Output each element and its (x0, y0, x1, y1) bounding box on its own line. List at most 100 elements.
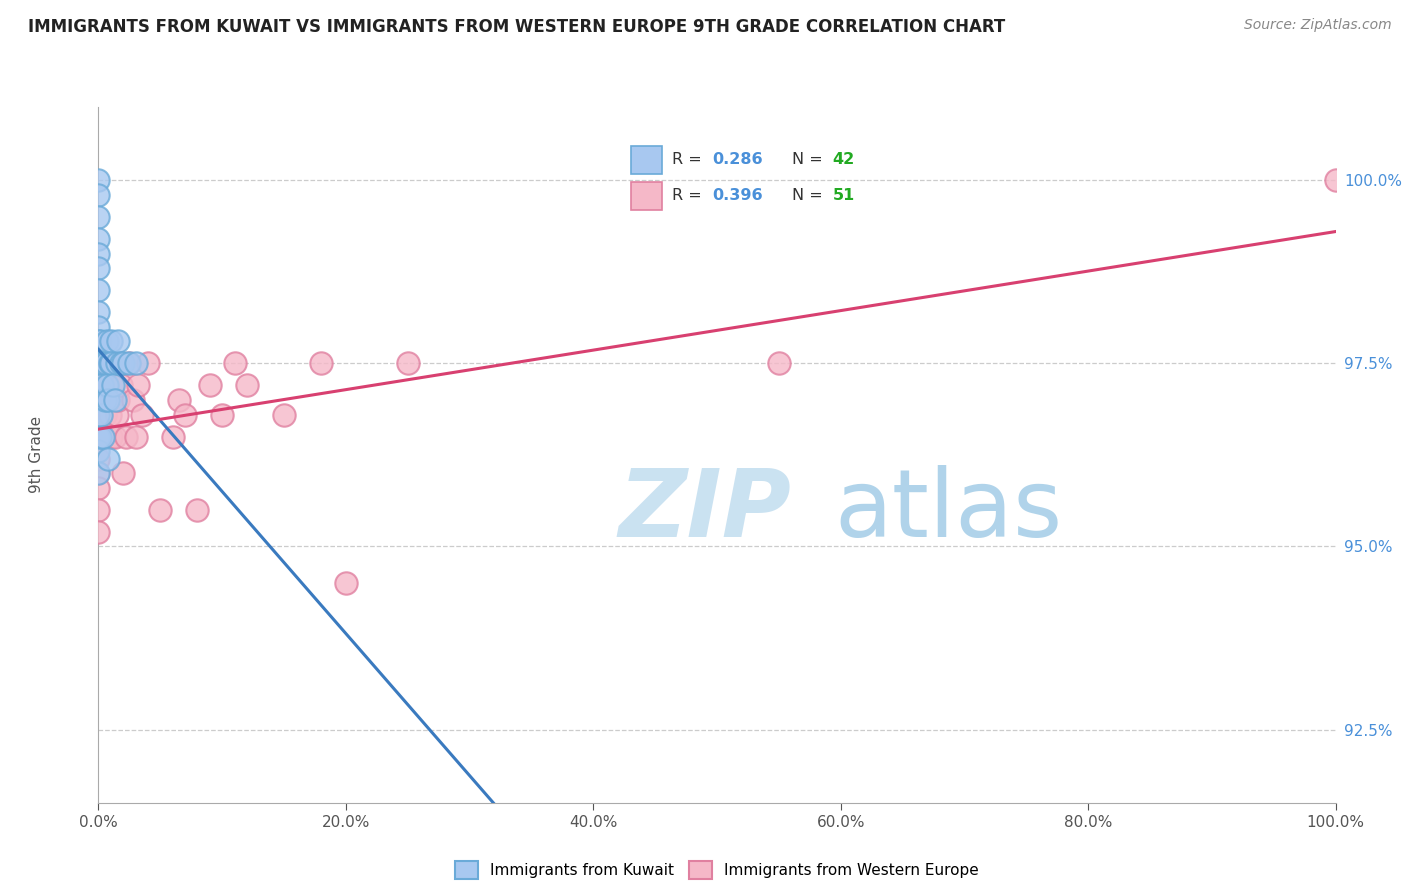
Text: R =: R = (672, 152, 707, 167)
Point (118, 356, 141, 370)
Point (105, 356, 128, 370)
Bar (631, 145, 662, 174)
Point (87, 524, 110, 539)
Point (100, 356, 122, 370)
Point (87, 481, 110, 495)
Point (131, 408, 153, 422)
Point (93, 408, 115, 422)
Point (90, 356, 112, 370)
Point (107, 392, 129, 407)
Point (87, 283, 110, 297)
Point (87, 261, 110, 276)
Point (87, 356, 110, 370)
Point (87, 392, 110, 407)
Legend: Immigrants from Kuwait, Immigrants from Western Europe: Immigrants from Kuwait, Immigrants from … (449, 855, 986, 886)
Point (96, 429, 118, 443)
Text: ZIP: ZIP (619, 465, 792, 557)
Point (396, 356, 419, 370)
Point (87, 392, 110, 407)
Point (87, 356, 110, 370)
Text: atlas: atlas (835, 465, 1063, 557)
Text: 51: 51 (832, 188, 855, 203)
Point (98, 356, 121, 370)
Point (97, 451, 120, 466)
Point (97, 392, 120, 407)
Point (103, 429, 125, 443)
Point (87, 451, 110, 466)
Point (1324, 173, 1347, 187)
Text: 0.286: 0.286 (713, 152, 763, 167)
Point (93, 429, 115, 443)
Point (100, 334, 122, 349)
Point (91, 378, 114, 392)
Text: 9th Grade: 9th Grade (30, 417, 44, 493)
Text: 42: 42 (832, 152, 855, 167)
Point (96, 378, 118, 392)
Point (87, 429, 110, 443)
Point (93, 392, 115, 407)
Point (89, 392, 111, 407)
Point (89, 334, 111, 349)
Point (87, 408, 110, 422)
Point (89, 429, 111, 443)
Point (162, 429, 184, 443)
Point (101, 378, 124, 392)
Text: 0.396: 0.396 (713, 188, 763, 203)
Point (236, 378, 259, 392)
Point (91, 392, 114, 407)
Point (90, 408, 112, 422)
Point (224, 356, 246, 370)
Point (94, 356, 117, 370)
Point (87, 246, 110, 260)
Point (94, 378, 117, 392)
Point (87, 503, 110, 517)
Point (90, 378, 112, 392)
Point (87, 188, 110, 202)
Point (114, 429, 136, 443)
Point (103, 392, 125, 407)
Text: IMMIGRANTS FROM KUWAIT VS IMMIGRANTS FROM WESTERN EUROPE 9TH GRADE CORRELATION C: IMMIGRANTS FROM KUWAIT VS IMMIGRANTS FRO… (28, 18, 1005, 36)
Point (107, 334, 129, 349)
Point (87, 319, 110, 334)
Point (309, 356, 332, 370)
Point (124, 356, 146, 370)
Point (87, 334, 110, 349)
Point (98, 408, 121, 422)
Point (174, 408, 197, 422)
Text: N =: N = (792, 152, 828, 167)
Point (110, 378, 132, 392)
Point (87, 467, 110, 481)
Point (118, 356, 141, 370)
Point (149, 503, 172, 517)
Bar (631, 182, 662, 210)
Point (87, 356, 110, 370)
Point (124, 429, 146, 443)
Point (87, 173, 110, 187)
Point (93, 356, 115, 370)
Text: Source: ZipAtlas.com: Source: ZipAtlas.com (1244, 18, 1392, 32)
Point (198, 378, 221, 392)
Point (96, 334, 118, 349)
Point (335, 576, 357, 591)
Point (103, 392, 125, 407)
Point (211, 408, 233, 422)
Point (105, 408, 128, 422)
Point (87, 444, 110, 458)
Point (112, 467, 135, 481)
Point (273, 408, 295, 422)
Point (87, 210, 110, 224)
Point (122, 392, 145, 407)
Point (186, 503, 208, 517)
Point (87, 305, 110, 319)
Text: R =: R = (672, 188, 707, 203)
Point (87, 429, 110, 443)
Text: N =: N = (792, 188, 828, 203)
Point (100, 429, 122, 443)
Point (87, 378, 110, 392)
Point (112, 356, 135, 370)
Point (90, 408, 112, 422)
Point (136, 356, 159, 370)
Point (87, 378, 110, 392)
Point (167, 392, 190, 407)
Point (89, 429, 111, 443)
